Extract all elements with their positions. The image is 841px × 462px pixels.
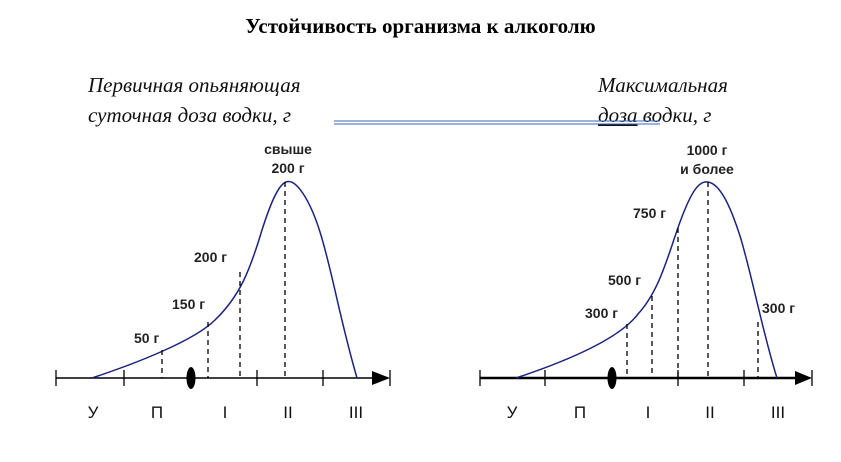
left-stage-p: П — [151, 403, 163, 422]
right-caption-rest: водки, г — [637, 103, 712, 127]
right-stage-u: У — [507, 403, 518, 422]
right-stage-iii: III — [771, 403, 785, 422]
right-threshold-marker — [607, 367, 617, 389]
right-label-300a: 300 г — [585, 305, 618, 321]
right-caption-line1: Максимальная — [598, 73, 728, 97]
right-stage-i: I — [646, 403, 651, 422]
left-label-200: 200 г — [194, 249, 227, 265]
left-label-peak-1: свыше — [264, 141, 312, 157]
left-axis-arrow — [372, 371, 390, 385]
left-stage-iii: III — [349, 403, 363, 422]
left-stage-i: I — [223, 403, 228, 422]
left-caption-line1: Первичная опьяняющая — [88, 73, 301, 97]
right-label-500: 500 г — [608, 272, 641, 288]
left-stage-ii: II — [283, 403, 292, 422]
diagram-title: Устойчивость организма к алкоголю — [245, 14, 596, 38]
right-label-750: 750 г — [633, 205, 666, 221]
right-caption-line2: доза водки, г — [598, 100, 728, 130]
right-axis-arrow — [795, 371, 812, 385]
right-curve — [515, 181, 778, 379]
left-stage-u: У — [88, 403, 99, 422]
right-caption: Максимальная доза водки, г — [598, 70, 728, 130]
left-label-150: 150 г — [172, 296, 205, 312]
left-caption: Первичная опьяняющая суточная доза водки… — [88, 70, 301, 130]
right-stage-ii: II — [705, 403, 714, 422]
right-chart: 300 г 500 г 750 г 1000 г и более 300 г У… — [479, 142, 813, 422]
right-stage-p: П — [574, 403, 586, 422]
right-caption-dose-word: доза — [598, 103, 638, 127]
left-threshold-marker — [186, 367, 196, 389]
left-caption-line2: суточная доза водки, г — [88, 103, 292, 127]
left-chart: 50 г 150 г 200 г свыше 200 г У П I II II… — [55, 141, 391, 422]
left-curve — [91, 180, 358, 379]
right-label-peak-1: 1000 г — [687, 142, 728, 158]
right-label-300b: 300 г — [762, 300, 795, 316]
left-label-peak-2: 200 г — [271, 160, 304, 176]
right-label-peak-2: и более — [680, 161, 734, 177]
left-label-50: 50 г — [134, 330, 159, 346]
